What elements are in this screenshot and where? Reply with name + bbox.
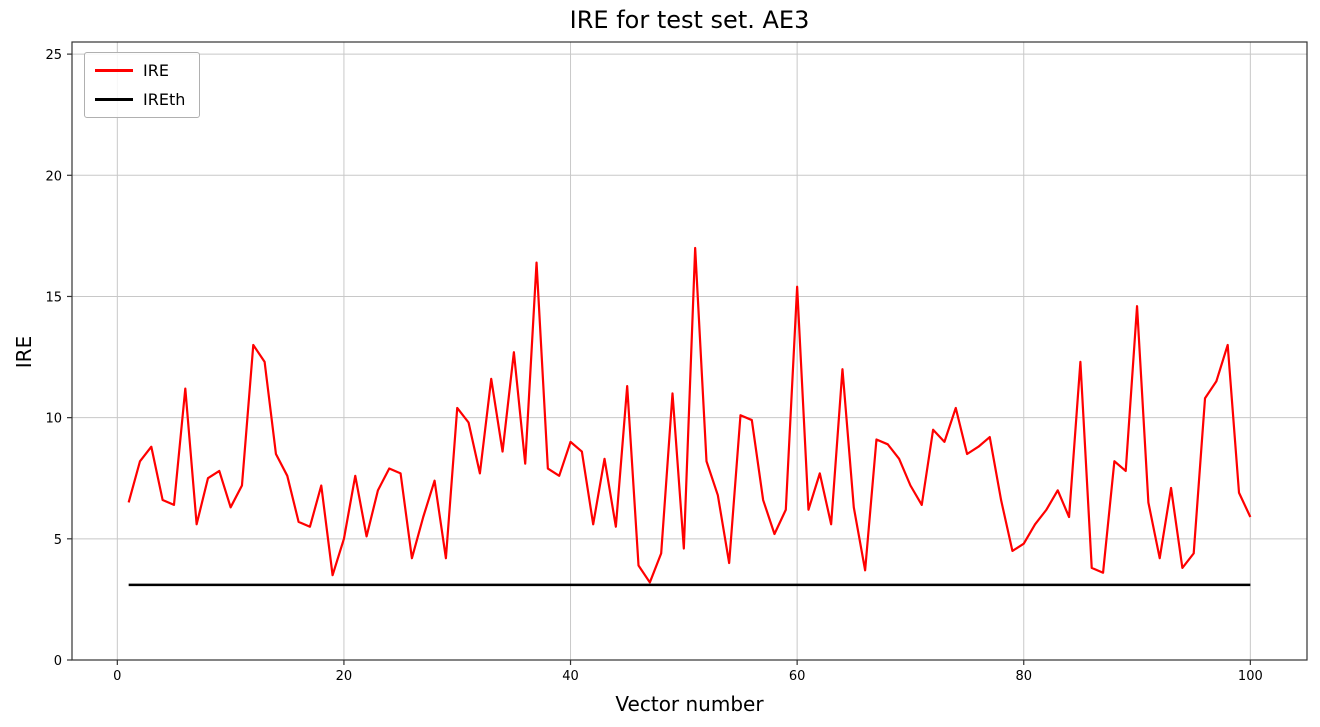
legend-entry-ireth: IREth: [95, 90, 185, 109]
ire-line-swatch: [95, 69, 133, 72]
legend-label-ire: IRE: [143, 61, 169, 80]
svg-text:25: 25: [45, 48, 62, 63]
svg-text:20: 20: [45, 169, 62, 184]
svg-text:60: 60: [789, 669, 806, 684]
legend-entry-ire: IRE: [95, 61, 185, 80]
svg-text:0: 0: [54, 654, 62, 669]
ireth-line-swatch: [95, 98, 133, 101]
x-axis-label: Vector number: [615, 692, 764, 716]
svg-text:80: 80: [1015, 669, 1032, 684]
svg-text:0: 0: [113, 669, 121, 684]
legend: IRE IREth: [84, 52, 201, 118]
chart-title: IRE for test set. AE3: [569, 6, 810, 34]
svg-text:15: 15: [45, 290, 62, 305]
svg-text:5: 5: [54, 533, 62, 548]
y-axis-label: IRE: [12, 335, 36, 369]
svg-text:100: 100: [1238, 669, 1263, 684]
legend-label-ireth: IREth: [143, 90, 186, 109]
svg-text:10: 10: [45, 412, 62, 427]
svg-text:40: 40: [562, 669, 579, 684]
svg-text:20: 20: [336, 669, 353, 684]
